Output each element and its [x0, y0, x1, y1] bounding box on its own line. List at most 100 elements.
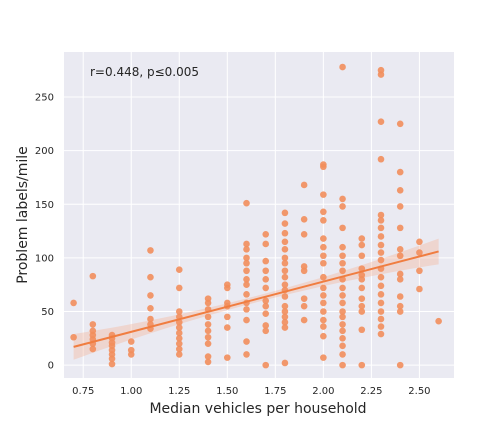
data-point: [416, 285, 423, 293]
data-point: [127, 338, 135, 345]
data-point: [396, 361, 404, 369]
data-point: [262, 297, 270, 305]
data-point: [175, 335, 183, 342]
data-point: [377, 217, 385, 224]
data-point: [243, 240, 250, 248]
data-point: [224, 313, 231, 321]
data-point: [127, 351, 135, 358]
data-point: [377, 241, 385, 249]
data-point: [377, 308, 385, 315]
data-point: [147, 304, 154, 312]
data-point: [320, 308, 327, 315]
data-point: [262, 284, 270, 292]
data-point: [281, 324, 289, 331]
data-point: [416, 249, 423, 256]
data-point: [243, 306, 250, 313]
x-tick-label: 1.25: [168, 386, 190, 397]
data-point: [243, 291, 250, 298]
data-point: [175, 329, 183, 337]
data-point: [224, 324, 231, 331]
data-point: [339, 292, 346, 299]
plot-background: [64, 52, 454, 378]
data-point: [377, 155, 385, 163]
x-tick-label: 1.50: [216, 386, 238, 397]
data-point: [300, 316, 308, 324]
data-point: [358, 326, 366, 334]
data-point: [339, 335, 346, 342]
data-point: [435, 317, 442, 325]
data-point: [281, 293, 289, 300]
y-tick-label: 250: [35, 93, 54, 104]
data-point: [339, 327, 346, 335]
x-tick-label: 0.75: [72, 386, 94, 397]
data-point: [147, 315, 154, 323]
data-point: [396, 302, 404, 310]
data-point: [175, 308, 183, 315]
data-point: [204, 321, 212, 328]
data-point: [224, 284, 231, 292]
y-tick-label: 50: [41, 307, 54, 318]
data-point: [204, 327, 212, 335]
data-point: [320, 316, 327, 324]
data-point: [89, 321, 97, 328]
y-tick-label: 150: [35, 200, 54, 211]
data-point: [320, 252, 327, 260]
data-point: [396, 270, 404, 278]
data-point: [262, 361, 270, 369]
data-point: [70, 299, 77, 307]
data-point: [320, 299, 327, 307]
data-point: [262, 310, 270, 317]
data-point: [358, 235, 366, 242]
data-point: [339, 299, 346, 307]
data-point: [339, 252, 346, 260]
data-point: [339, 195, 346, 203]
data-point: [320, 217, 327, 224]
data-point: [281, 281, 289, 289]
data-point: [204, 353, 212, 360]
data-point: [147, 273, 154, 281]
data-point: [281, 273, 289, 281]
x-tick-label: 2.00: [312, 386, 334, 397]
data-point: [377, 323, 385, 330]
data-point: [339, 224, 346, 232]
data-point: [339, 63, 346, 71]
x-tick-label: 1.00: [120, 386, 142, 397]
data-point: [175, 340, 183, 347]
data-point: [281, 238, 289, 246]
data-point: [339, 243, 346, 251]
data-point: [339, 203, 346, 210]
data-point: [300, 215, 308, 223]
data-point: [396, 276, 404, 283]
data-point: [175, 266, 183, 273]
data-point: [243, 281, 250, 289]
data-point: [204, 299, 212, 307]
data-point: [396, 187, 404, 194]
data-point: [243, 316, 250, 324]
data-point: [320, 354, 327, 361]
data-point: [377, 233, 385, 240]
data-point: [358, 361, 366, 369]
data-point: [358, 241, 366, 249]
data-point: [377, 224, 385, 232]
data-point: [300, 295, 308, 302]
data-point: [377, 256, 385, 264]
data-point: [416, 267, 423, 275]
data-points: [70, 63, 442, 369]
data-point: [147, 247, 154, 254]
data-point: [281, 229, 289, 237]
data-point: [281, 359, 289, 367]
data-point: [339, 259, 346, 267]
y-tick-label: 0: [48, 361, 54, 372]
data-point: [175, 284, 183, 292]
data-point: [243, 259, 250, 267]
data-point: [243, 254, 250, 262]
data-point: [281, 308, 289, 315]
data-point: [224, 354, 231, 361]
data-point: [89, 345, 97, 353]
data-point: [281, 220, 289, 227]
data-point: [416, 238, 423, 246]
data-point: [339, 284, 346, 292]
data-point: [243, 267, 250, 275]
data-point: [320, 273, 327, 281]
data-point: [243, 276, 250, 283]
